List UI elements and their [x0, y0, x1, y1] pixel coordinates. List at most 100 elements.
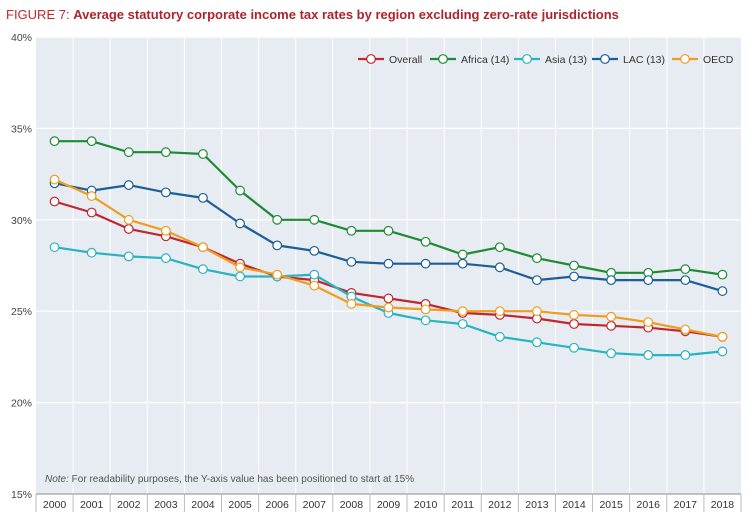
- data-point-oecd: [235, 262, 245, 273]
- data-point-lac-13: [532, 275, 542, 286]
- data-point-asia-13: [457, 319, 468, 329]
- data-point-oecd: [309, 280, 320, 291]
- legend-item-africa-14: Africa (14): [430, 54, 509, 66]
- data-point-oecd: [643, 317, 654, 328]
- data-point-asia-13: [494, 331, 505, 342]
- x-tick-label: 2015: [599, 499, 623, 511]
- data-point-asia-13: [160, 253, 171, 264]
- data-point-overall: [86, 207, 97, 218]
- x-tick-label: 2005: [228, 499, 252, 511]
- data-point-asia-13: [49, 242, 60, 253]
- legend-item-asia-13: Asia (13): [514, 54, 587, 66]
- data-point-oecd: [86, 191, 97, 201]
- data-point-asia-13: [123, 251, 134, 262]
- data-point-lac-13: [569, 271, 579, 282]
- data-point-overall: [49, 196, 60, 207]
- data-point-oecd: [198, 242, 208, 253]
- data-point-oecd: [383, 302, 394, 313]
- data-point-africa-14: [457, 249, 468, 260]
- figure-label: FIGURE 7:: [6, 7, 70, 22]
- data-point-oecd: [346, 298, 357, 309]
- data-point-lac-13: [346, 256, 357, 267]
- legend-item-overall: Overall: [358, 54, 422, 66]
- data-point-africa-14: [235, 185, 245, 196]
- data-point-africa-14: [717, 269, 728, 280]
- legend-label: OECD: [703, 54, 734, 66]
- data-point-lac-13: [198, 192, 208, 203]
- data-point-africa-14: [160, 147, 171, 158]
- data-point-lac-13: [383, 258, 394, 269]
- data-point-oecd: [532, 306, 542, 317]
- data-point-lac-13: [309, 245, 320, 256]
- data-point-asia-13: [235, 271, 245, 282]
- x-tick-label: 2013: [525, 499, 549, 511]
- x-tick-label: 2000: [43, 499, 67, 511]
- data-point-asia-13: [532, 337, 542, 348]
- legend-label: Africa (14): [461, 54, 509, 66]
- data-point-africa-14: [272, 214, 283, 225]
- series-oecd: [49, 174, 728, 342]
- data-point-asia-13: [86, 247, 97, 258]
- data-point-lac-13: [235, 218, 245, 229]
- x-tick-label: 2002: [117, 499, 141, 511]
- chart-title: FIGURE 7: Average statutory corporate in…: [6, 7, 619, 22]
- data-point-africa-14: [569, 260, 579, 271]
- x-tick-label: 2003: [154, 499, 178, 511]
- data-point-asia-13: [717, 346, 728, 357]
- data-point-oecd: [123, 214, 134, 225]
- data-point-oecd: [494, 306, 505, 317]
- x-tick-label: 2004: [191, 499, 215, 511]
- series-group: [49, 136, 728, 360]
- x-tick-label: 2009: [377, 499, 401, 511]
- legend-swatch-marker: [438, 54, 448, 64]
- data-point-lac-13: [420, 258, 431, 269]
- data-point-lac-13: [457, 258, 468, 269]
- data-point-asia-13: [569, 342, 579, 353]
- data-point-oecd: [49, 174, 60, 185]
- data-point-africa-14: [680, 264, 691, 275]
- legend-label: LAC (13): [623, 54, 665, 66]
- data-point-africa-14: [532, 253, 542, 264]
- data-point-asia-13: [198, 264, 208, 275]
- data-point-oecd: [680, 324, 691, 335]
- title-text: Average statutory corporate income tax r…: [73, 7, 619, 22]
- data-point-asia-13: [420, 315, 431, 326]
- data-point-lac-13: [680, 275, 691, 286]
- data-point-lac-13: [123, 180, 134, 190]
- data-point-africa-14: [49, 136, 60, 147]
- y-tick-label: 15%: [11, 489, 32, 501]
- data-point-overall: [606, 320, 617, 331]
- x-tick-label: 2006: [266, 499, 290, 511]
- x-tick-label: 2011: [451, 499, 474, 511]
- legend-swatch-marker: [522, 54, 532, 64]
- data-point-africa-14: [494, 242, 505, 253]
- y-tick-label: 25%: [11, 306, 32, 318]
- legend-item-oecd: OECD: [672, 54, 734, 66]
- data-point-oecd: [717, 331, 728, 342]
- y-tick-label: 35%: [11, 123, 32, 135]
- data-point-overall: [123, 224, 134, 234]
- data-point-africa-14: [123, 147, 134, 158]
- data-point-oecd: [272, 269, 283, 280]
- data-point-oecd: [457, 306, 468, 317]
- y-tick-label: 40%: [11, 32, 32, 44]
- data-point-asia-13: [643, 350, 654, 360]
- legend-swatch-marker: [366, 54, 376, 64]
- data-point-africa-14: [383, 225, 394, 236]
- x-tick-label: 2008: [340, 499, 364, 511]
- data-point-africa-14: [198, 149, 208, 159]
- x-tick-label: 2018: [711, 499, 735, 511]
- footnote: Note: For readability purposes, the Y-ax…: [45, 474, 414, 485]
- legend: Overall Africa (14) Asia (13) LAC (13) OECD: [358, 54, 734, 66]
- footnote-text: For readability purposes, the Y-axis val…: [69, 474, 414, 485]
- legend-item-lac-13: LAC (13): [592, 54, 665, 66]
- data-point-lac-13: [160, 187, 171, 198]
- y-tick-label: 30%: [11, 215, 32, 227]
- data-point-lac-13: [717, 286, 728, 296]
- y-axis: 15% 20% 25% 30% 35% 40%: [11, 32, 32, 501]
- legend-label: Overall: [389, 54, 422, 66]
- series-lac-13: [49, 178, 728, 296]
- data-point-africa-14: [309, 214, 320, 225]
- x-tick-label: 2001: [80, 499, 104, 511]
